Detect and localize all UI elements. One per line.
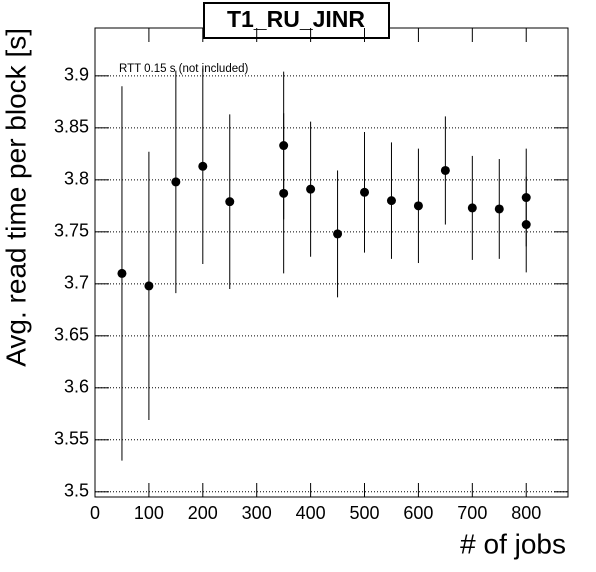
data-point <box>144 281 154 291</box>
x-tick-label: 600 <box>403 503 433 523</box>
data-point <box>360 187 370 197</box>
data-point <box>467 203 477 213</box>
title-box <box>203 2 390 39</box>
data-point <box>440 165 450 175</box>
data-point <box>117 268 127 278</box>
y-tick-label: 3.55 <box>54 429 89 449</box>
data-point <box>413 201 423 211</box>
x-tick-label: 100 <box>134 503 164 523</box>
y-tick-label: 3.7 <box>64 273 89 293</box>
annotation: RTT 0.15 s (not included) <box>119 63 249 75</box>
x-tick-label: 500 <box>349 503 379 523</box>
x-axis-label: # of jobs <box>460 528 566 559</box>
data-point <box>333 229 343 239</box>
y-tick-label: 3.85 <box>54 117 89 137</box>
x-tick-label: 700 <box>457 503 487 523</box>
x-tick-label: 0 <box>90 503 100 523</box>
chart-title: T1_RU_JINR <box>227 6 365 32</box>
y-tick-label: 3.75 <box>54 221 89 241</box>
data-point <box>225 197 235 207</box>
y-tick-label: 3.65 <box>54 325 89 345</box>
y-tick-label: 3.5 <box>64 481 89 501</box>
x-tick-label: 300 <box>242 503 272 523</box>
plot-frame <box>94 27 569 498</box>
y-tick-label: 3.8 <box>64 169 89 189</box>
data-point <box>171 177 181 187</box>
data-point <box>198 161 208 171</box>
x-tick-label: 200 <box>188 503 218 523</box>
data-point <box>386 196 396 206</box>
data-point <box>279 188 289 198</box>
x-tick-label: 400 <box>296 503 326 523</box>
y-tick-label: 3.9 <box>64 65 89 85</box>
data-point <box>494 204 504 214</box>
data-point <box>521 220 531 230</box>
y-tick-label: 3.6 <box>64 377 89 397</box>
x-tick-label: 800 <box>511 503 541 523</box>
data-point <box>306 184 316 194</box>
y-axis-label: Avg. read time per block [s] <box>0 28 31 367</box>
